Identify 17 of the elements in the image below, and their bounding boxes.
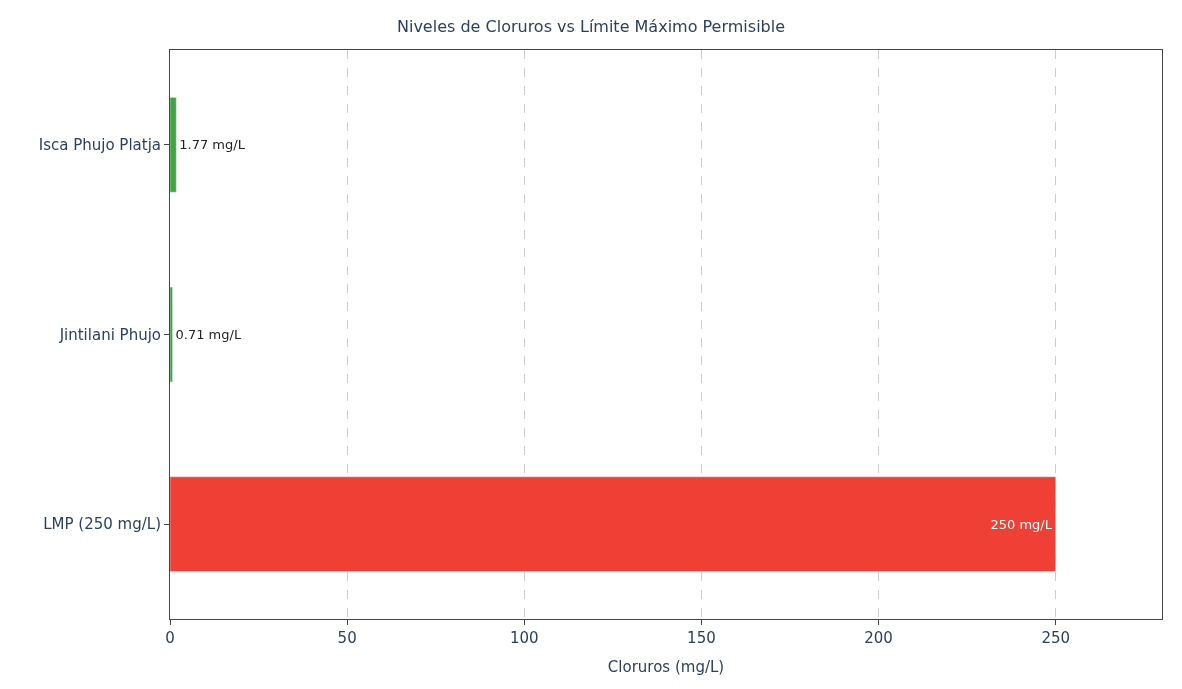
bar <box>170 476 1056 572</box>
x-tick-label: 0 <box>165 629 175 647</box>
bar <box>170 286 173 383</box>
y-tick-label: Jintilani Phujo <box>58 325 161 344</box>
bar <box>170 97 177 193</box>
data-label: 1.77 mg/L <box>179 137 246 153</box>
x-axis-title: Cloruros (mg/L) <box>607 658 725 676</box>
data-label: 0.71 mg/L <box>175 327 242 342</box>
x-tick-label: 150 <box>687 629 716 647</box>
x-tick-label: 250 <box>1041 629 1071 647</box>
x-tick-label: 50 <box>337 629 357 647</box>
x-tick-label: 100 <box>509 629 539 647</box>
x-tick-label: 200 <box>864 629 893 647</box>
chart-title: Niveles de Cloruros vs Límite Máximo Permisible <box>396 16 786 36</box>
y-tick-label: Isca Phujo Platja <box>38 136 161 155</box>
y-tick-label: LMP (250 mg/L) <box>43 515 161 534</box>
data-label: 250 mg/L <box>990 516 1053 532</box>
